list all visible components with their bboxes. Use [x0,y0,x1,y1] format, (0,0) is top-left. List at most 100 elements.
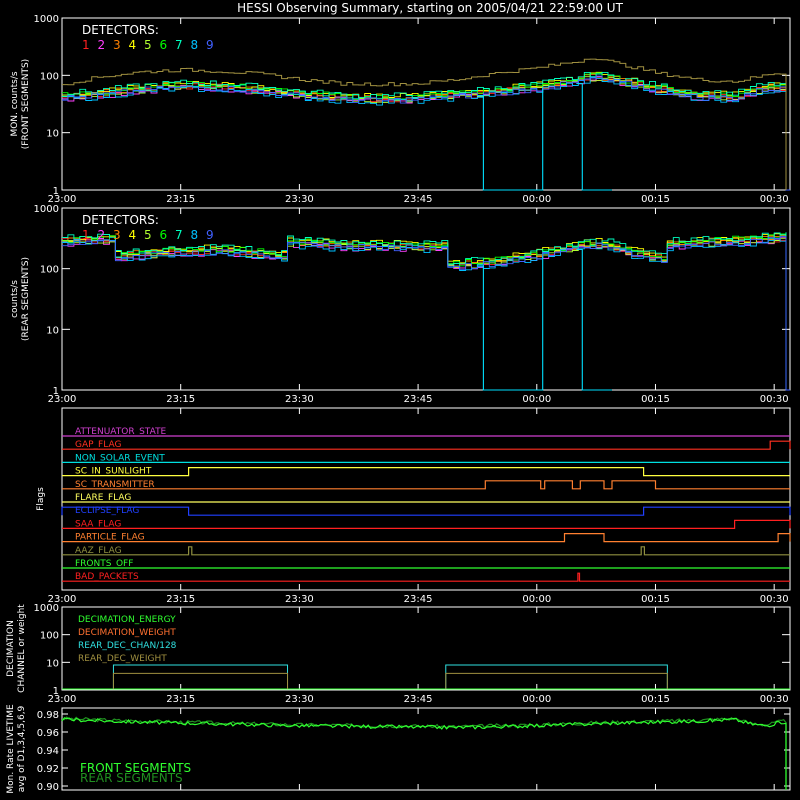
flags-ylabel: Flags [36,487,46,511]
rear-dropout-1 [576,248,612,391]
rear-frame [61,207,791,391]
flag-label-non_solar_event: NON_SOLAR_EVENT [75,453,165,463]
decimation-xtick-label: 23:30 [285,694,314,705]
front-xtick-label: 00:00 [522,194,551,205]
flag-line-sc_in_sunlight [62,467,790,477]
front-ytick-label: 100 [40,71,59,82]
front-xtick-label: 00:15 [641,194,670,205]
rear-detector-8-series [62,238,790,391]
flags-xtick-label: 23:30 [285,594,314,605]
livetime-panel: 0.90 0.92 0.94 0.96 0.98 Mon. Rate LIVETIME av… [6,704,791,794]
front-detector-7-series [62,71,790,191]
flag-label-gap_flag: GAP_FLAG [75,440,121,450]
livetime-legend-1: REAR SEGMENTS [80,771,183,785]
front-detector-8-series [62,76,790,191]
detector-legend-1: 1 [82,38,90,52]
flag-label-sc_transmitter: SC_TRANSMITTER [75,480,155,490]
decimation-legend-1: DECIMATION_WEIGHT [78,628,176,638]
decimation-xtick-label: 23:15 [166,694,195,705]
rear-segments-panel: 1 10 100 1000 23:00 23:15 23:30 23:45 00:00 00:15… [10,204,791,405]
decimation-xtick-label: 23:00 [48,694,77,705]
flags-panel: 23:00 23:15 23:30 23:45 00:00 00:15 00:30 Flags… [36,407,791,605]
rear-detector-9-series [62,236,790,391]
detector-legend-title: DETECTORS: [82,23,159,37]
livetime-frame [61,707,791,791]
flag-label-aaz_flag: AAZ_FLAG [75,546,122,556]
rear-xtick-label: 00:00 [522,394,551,405]
decimation-xtick-label: 00:30 [760,694,789,705]
decimation-xtick-label: 00:15 [641,694,670,705]
livetime-ytick-label: 0.90 [37,782,59,793]
front-frame [61,17,791,191]
flag-line-bad_packets [62,572,790,582]
rear-xtick-label: 23:30 [285,394,314,405]
rear-xtick-label: 00:30 [760,394,789,405]
rear-dec-weight-block-1 [445,672,668,689]
flags-xtick-label: 00:00 [522,594,551,605]
rear-detector-2-series [62,236,790,391]
rear-dec-chan-block-0 [112,664,289,689]
flag-line-gap_flag [62,440,791,450]
flag-label-bad_packets: BAD_PACKETS [75,572,139,582]
detector-legend-4: 4 [129,228,137,242]
decimation-ytick-label: 1 [53,686,59,697]
flags-xtick-label: 23:45 [404,594,433,605]
front-detector-9-series [62,75,790,191]
decimation-ylabel: CHANNEL or weight [17,604,27,693]
decimation-legend-3: REAR_DEC_WEIGHT [78,654,167,664]
flag-line-eclipse_flag [61,506,791,516]
rear-ylabel: counts/s [10,280,20,318]
rear-ytick-label: 1 [53,386,59,397]
detector-legend-2: 2 [98,38,106,52]
front-xtick-label: 23:30 [285,194,314,205]
detector-legend-6: 6 [160,228,168,242]
detector-legend-8: 8 [191,38,199,52]
detector-legend-7: 7 [175,38,183,52]
front-ytick-label: 1 [53,186,59,197]
flag-line-aaz_flag [62,546,790,556]
decimation-legend-2: REAR_DEC_CHAN/128 [78,641,177,651]
livetime-ytick-label: 0.94 [37,746,59,757]
decimation-ytick-label: 1000 [34,603,59,614]
detector-legend-5: 5 [144,38,152,52]
rear-xtick-label: 23:00 [48,394,77,405]
front-detector-4-series [62,71,790,191]
rear-dec-weight-block-0 [112,672,289,689]
front-xtick-label: 23:00 [48,194,77,205]
front-dropout-0 [477,88,544,191]
front-xtick-label: 00:30 [760,194,789,205]
decimation-ytick-label: 100 [40,631,59,642]
flag-label-particle_flag: PARTICLE_FLAG [75,533,145,543]
flag-label-fronts_off: FRONTS_OFF [75,559,133,569]
front-ylabel: (FRONT SEGMENTS) [21,59,31,149]
detector-legend-3: 3 [113,228,121,242]
detector-legend-9: 9 [206,228,214,242]
rear-ylabel: (REAR SEGMENTS) [21,257,31,341]
detector-legend-6: 6 [160,38,168,52]
rear-xtick-label: 23:45 [404,394,433,405]
front-ylabel: MON. counts/s [10,71,20,136]
front-top-series [62,58,787,190]
flags-xtick-label: 00:15 [641,594,670,605]
front-xtick-label: 23:15 [166,194,195,205]
detector-legend-3: 3 [113,38,121,52]
front-dropout-1 [576,82,612,191]
detector-legend-2: 2 [98,228,106,242]
rear-dec-chan-block-1 [445,664,668,689]
rear-detector-1-series [62,235,790,391]
rear-xtick-label: 00:15 [641,394,670,405]
detector-legend-7: 7 [175,228,183,242]
flags-xtick-label: 23:00 [48,594,77,605]
rear-detector-5-series [62,237,790,391]
flags-frame [61,407,791,591]
decimation-frame [61,606,791,691]
decimation-ytick-label: 10 [46,658,59,669]
flag-label-attenuator_state: ATTENUATOR_STATE [75,427,167,437]
rear-ytick-label: 100 [40,265,59,276]
decimation-xtick-label: 00:00 [522,694,551,705]
flag-line-particle_flag [62,533,791,543]
rear-dropout-0 [477,256,544,391]
detector-legend-9: 9 [206,38,214,52]
flag-line-saa_flag [62,519,791,529]
